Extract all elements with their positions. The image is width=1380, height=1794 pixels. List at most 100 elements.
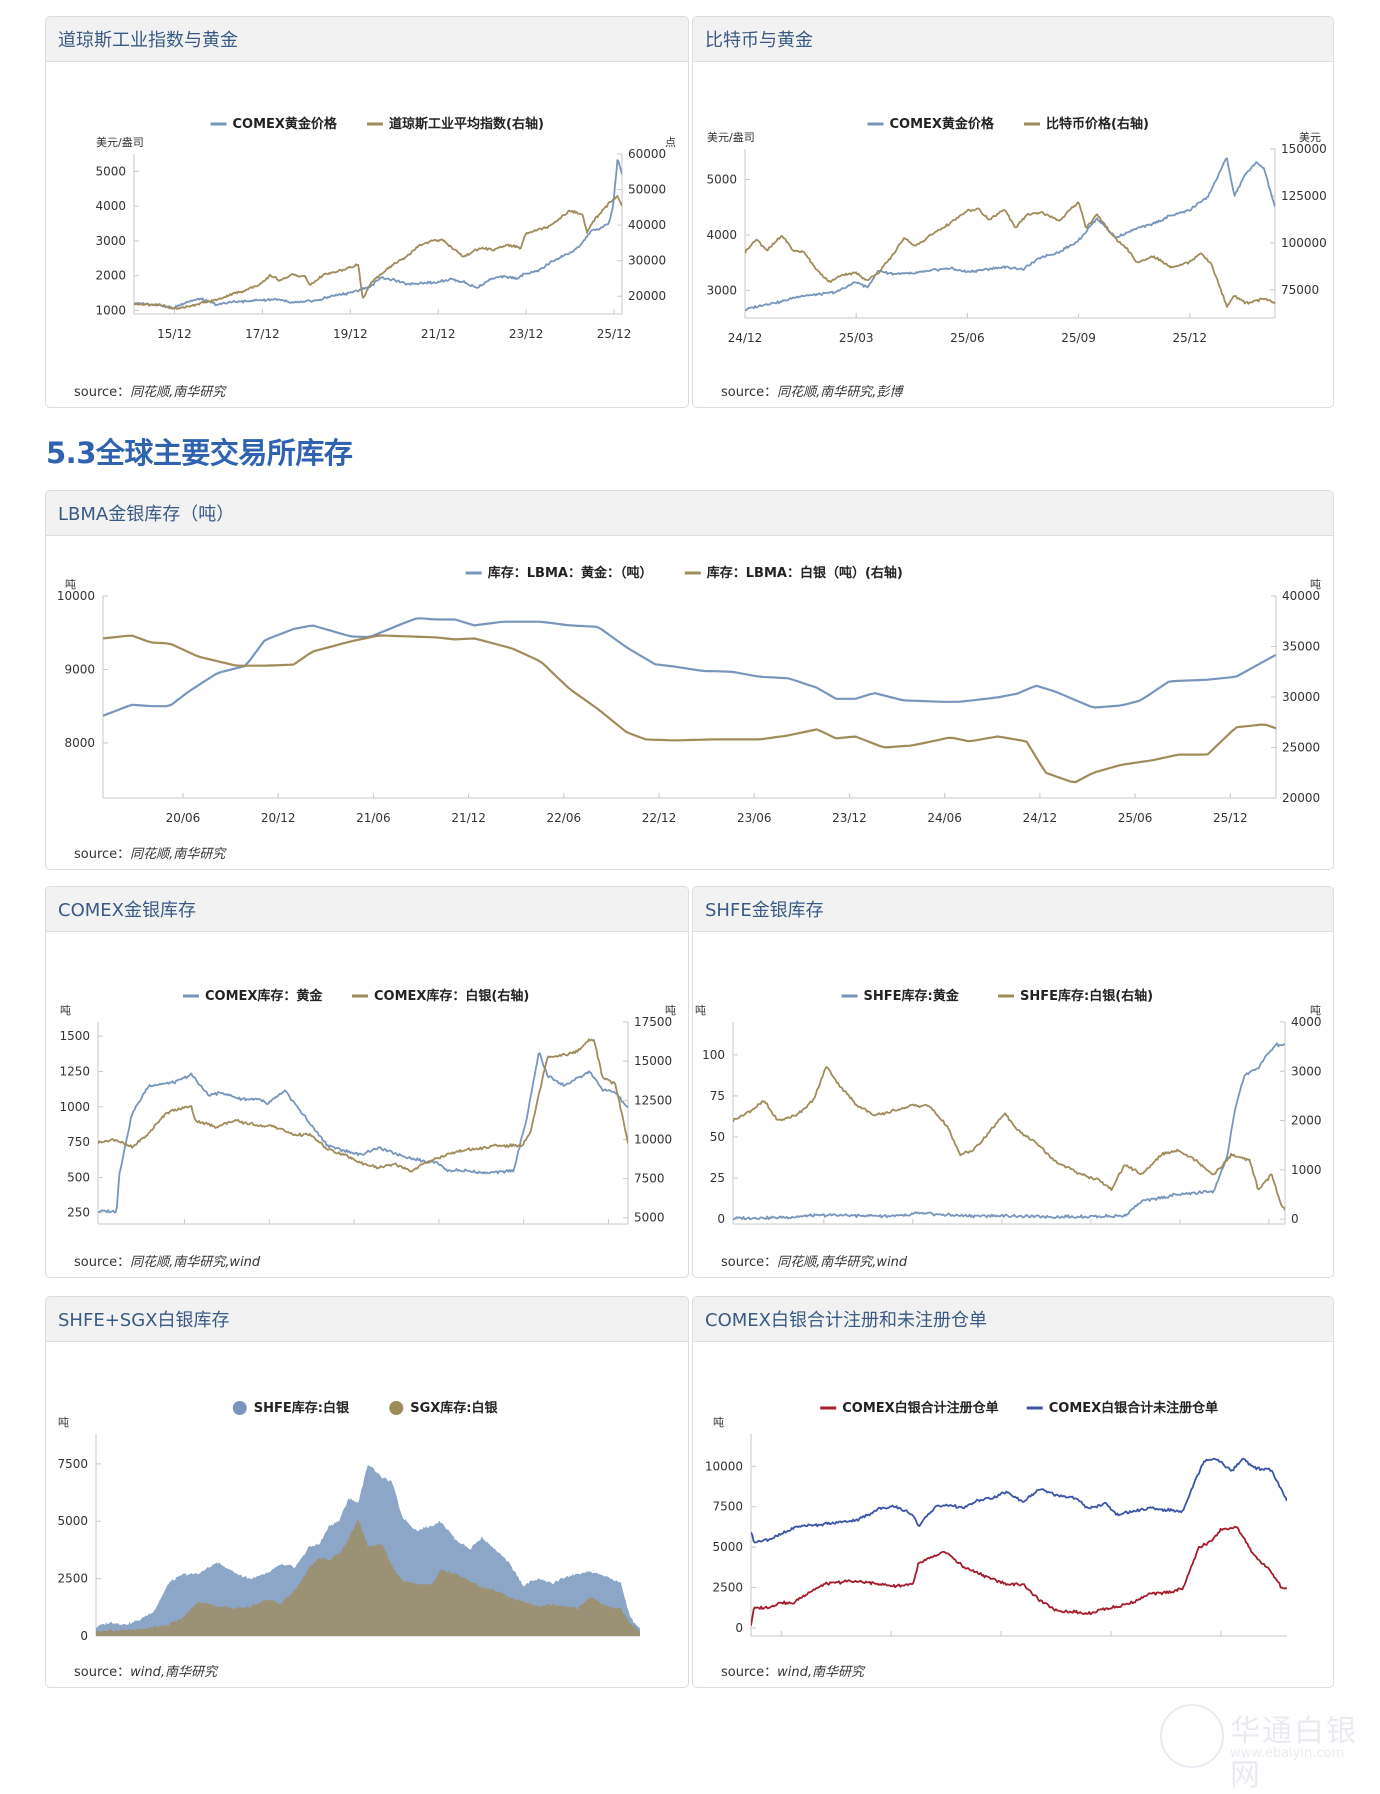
left-y-tick-label: 1000 — [95, 304, 126, 318]
panel-header: 比特币与黄金 — [693, 17, 1333, 62]
right-unit-label: 美元 — [1299, 131, 1321, 144]
left-y-tick-label: 5000 — [95, 164, 126, 178]
panel-header: LBMA金银库存（吨） — [46, 491, 1333, 536]
x-tick-label: 19/12 — [333, 327, 368, 341]
panel-btc-gold: 比特币与黄金 美元/盎司 美元 3000 4000 5000 75000 100000 125… — [692, 16, 1334, 408]
series-line-0 — [98, 1052, 628, 1214]
plot-area — [98, 1038, 628, 1214]
panel-header: SHFE金银库存 — [693, 887, 1333, 932]
right-y-tick-label: 3000 — [1291, 1064, 1322, 1078]
right-y-tick-label: 2000 — [1291, 1114, 1322, 1128]
legend-label: COMEX黄金价格 — [890, 116, 995, 132]
panel-title: SHFE金银库存 — [705, 900, 824, 921]
right-y-tick-label: 15000 — [634, 1054, 672, 1068]
x-tick-label: 20/06 — [166, 811, 201, 825]
plot-area — [751, 1457, 1287, 1626]
left-y-tick-label: 1000 — [59, 1100, 90, 1114]
left-unit-label: 美元/盎司 — [96, 135, 144, 149]
left-y-tick-label: 100 — [702, 1048, 725, 1062]
left-unit-label: 吨 — [65, 578, 76, 591]
legend-label: SGX库存:白银 — [410, 1400, 498, 1416]
legend-label: COMEX白银合计注册仓单 — [842, 1400, 998, 1416]
chart-dow-gold: 美元/盎司 点 1000 2000 3000 4000 5000 20000 30000 4000… — [95, 116, 676, 341]
source-value: 同花顺,南华研究,彭博 — [777, 385, 903, 400]
chart-comex-inventory: 吨 吨 250 500 750 1000 1250 1500 5000 7500 10000 1250… — [59, 988, 676, 1225]
x-tick-label: 25/12 — [1172, 331, 1207, 345]
source-label: source： — [721, 385, 778, 400]
legend-label: SHFE库存:黄金 — [864, 988, 960, 1004]
source-label: source： — [74, 1665, 131, 1680]
chart-lbma: 吨 吨 8000 9000 10000 20000 25000 30000 35000 40000… — [57, 565, 1321, 825]
plot-area — [103, 617, 1276, 784]
legend-label: COMEX库存：白银(右轴) — [374, 988, 529, 1004]
series-line-0 — [134, 159, 622, 310]
right-y-tick-label: 50000 — [628, 183, 666, 197]
source-value: wind,南华研究 — [777, 1665, 865, 1680]
source-line: source：同花顺,南华研究,彭博 — [721, 381, 902, 400]
left-y-tick-label: 2000 — [95, 269, 126, 283]
source-line: source：同花顺,南华研究 — [74, 843, 225, 862]
right-unit-label: 吨 — [1310, 578, 1321, 591]
right-unit-label: 点 — [665, 136, 676, 149]
left-y-tick-label: 2500 — [57, 1572, 88, 1586]
left-y-tick-label: 1500 — [59, 1029, 90, 1043]
panel-header: SHFE+SGX白银库存 — [46, 1297, 688, 1342]
right-y-tick-label: 100000 — [1281, 236, 1327, 250]
x-tick-label: 20/12 — [261, 811, 296, 825]
series-line-0 — [745, 157, 1275, 312]
x-tick-label: 21/06 — [356, 811, 391, 825]
panel-comex-inventory: COMEX金银库存 吨 吨 250 500 750 1000 1250 1500 5000 750… — [45, 886, 689, 1278]
legend-label: 库存：LBMA：黄金：（吨） — [488, 565, 653, 581]
source-value: 同花顺,南华研究,wind — [130, 1255, 261, 1270]
left-y-tick-label: 7500 — [712, 1500, 743, 1514]
left-y-tick-label: 3000 — [95, 234, 126, 248]
plot-area — [733, 1042, 1285, 1221]
plot-area — [96, 1464, 640, 1636]
left-y-tick-label: 500 — [67, 1170, 90, 1184]
panel-shfe-inventory: SHFE金银库存 吨吨02550751000100020003000400020… — [692, 886, 1334, 1278]
left-y-tick-label: 5000 — [712, 1540, 743, 1554]
legend-swatch — [232, 1401, 247, 1415]
left-y-tick-label: 1250 — [59, 1064, 90, 1078]
left-y-tick-label: 7500 — [57, 1457, 88, 1471]
right-y-tick-label: 0 — [1291, 1212, 1299, 1226]
x-tick-label: 25/06 — [950, 331, 985, 345]
source-label: source： — [721, 1255, 778, 1270]
right-y-tick-label: 20000 — [628, 289, 666, 303]
legend-label: 库存：LBMA：白银（吨）(右轴) — [707, 565, 903, 581]
right-y-tick-label: 1000 — [1291, 1163, 1322, 1177]
right-y-tick-label: 40000 — [628, 218, 666, 232]
left-y-tick-label: 5000 — [706, 172, 737, 186]
series-line-1 — [103, 634, 1276, 784]
source-value: wind,南华研究 — [130, 1665, 218, 1680]
left-y-tick-label: 2500 — [712, 1581, 743, 1595]
right-y-tick-label: 150000 — [1281, 142, 1327, 156]
section-title: 5.3全球主要交易所库存 — [46, 436, 353, 470]
panel-title: COMEX白银合计注册和未注册仓单 — [705, 1310, 987, 1331]
legend-label: 比特币价格(右轴) — [1046, 116, 1149, 132]
x-tick-label: 17/12 — [245, 327, 280, 341]
left-unit-label: 吨 — [695, 1004, 706, 1017]
left-y-tick-label: 75 — [710, 1089, 725, 1103]
right-y-tick-label: 4000 — [1291, 1015, 1322, 1029]
series-line-1 — [98, 1038, 628, 1173]
x-tick-label: 25/12 — [597, 327, 632, 341]
series-line-1 — [134, 195, 622, 310]
left-y-tick-label: 50 — [710, 1130, 725, 1144]
x-tick-label: 23/12 — [509, 327, 544, 341]
series-line-1 — [751, 1457, 1287, 1544]
left-y-tick-label: 3000 — [706, 283, 737, 297]
legend-label: 道琼斯工业平均指数(右轴) — [389, 116, 544, 132]
watermark-url: www.ebaiyin.com — [1230, 1746, 1345, 1761]
source-label: source： — [74, 1255, 131, 1270]
left-unit-label: 美元/盎司 — [707, 130, 755, 144]
source-label: source： — [74, 847, 131, 862]
plot-area — [134, 159, 622, 310]
right-y-tick-label: 20000 — [1282, 791, 1320, 805]
left-y-tick-label: 4000 — [95, 199, 126, 213]
left-unit-label: 吨 — [58, 1416, 69, 1429]
chart-shfe-inventory: 吨吨02550751000100020003000400020/1221/122… — [695, 988, 1322, 1226]
right-y-tick-label: 5000 — [634, 1211, 665, 1225]
right-unit-label: 吨 — [665, 1004, 676, 1017]
chart-btc-gold: 美元/盎司 美元 3000 4000 5000 75000 100000 125000 1500… — [706, 116, 1327, 345]
